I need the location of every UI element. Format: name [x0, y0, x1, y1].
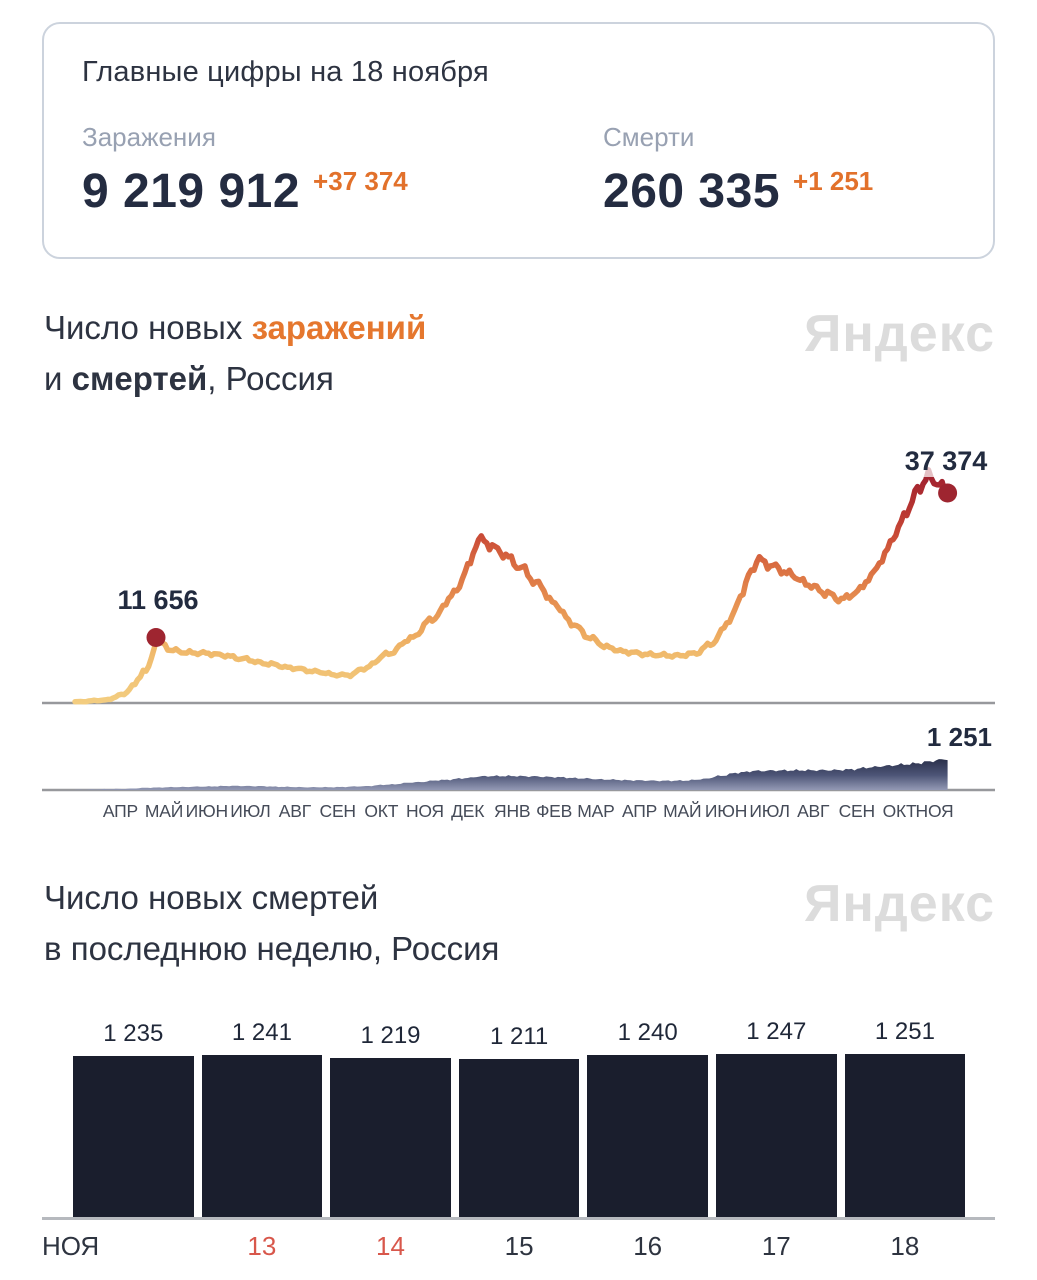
x-tick-label: НОЯ: [42, 1231, 100, 1261]
chart1-title-infections-word: заражений: [251, 309, 427, 346]
month-label: ФЕВ: [536, 801, 573, 821]
infections-total: 9 219 912 +37 374: [82, 164, 408, 219]
infections-line-series: [72, 467, 951, 705]
month-label: АВГ: [797, 801, 830, 821]
x-axis-months: АПР МАЙ ИЮН ИЮЛ АВГ СЕН ОКТ НОЯ ДЕК ЯНВ ФЕВ МАР АПР М…: [42, 801, 995, 827]
bar-column: [73, 1056, 194, 1218]
peak-dot: [938, 483, 958, 503]
peak-dot: [146, 628, 166, 647]
infections-deaths-chart: [42, 467, 995, 792]
deaths-total-number: 260 335: [603, 165, 781, 218]
infections-delta: +37 374: [313, 166, 408, 196]
bar-column: [201, 1055, 323, 1218]
bar-value-label: 1 219: [360, 1022, 421, 1050]
bar-chart-axis-line: [42, 1217, 995, 1220]
bar-column: [587, 1055, 708, 1218]
x-tick-label: 18: [890, 1231, 920, 1261]
peak-dots: [146, 483, 958, 647]
bar-value-label: 1 235: [103, 1020, 164, 1047]
month-label: ОКТ: [882, 801, 917, 821]
x-tick-label: 16: [633, 1231, 663, 1261]
month-label: АПР: [622, 801, 658, 821]
month-label: СЕН: [319, 801, 357, 821]
deaths-label: Смерти: [603, 122, 695, 152]
deaths-delta: +1 251: [793, 166, 874, 196]
latest-peak-value-label: 37 374: [898, 446, 994, 477]
month-label: МАЙ: [663, 801, 702, 821]
bar-value-label: 1 251: [874, 1017, 935, 1045]
x-tick-label: 15: [504, 1231, 534, 1261]
chart1-title-mid: и: [44, 360, 63, 397]
bar-column: [458, 1059, 580, 1218]
month-label: ИЮН: [704, 801, 748, 821]
yandex-watermark-1: Яндекс: [804, 305, 995, 363]
summary-card: Главные цифры на 18 ноября Заражения 9 2…: [42, 22, 995, 259]
bar-column: [844, 1053, 966, 1218]
chart2-title-line2: в последнюю неделю, Россия: [44, 930, 500, 967]
month-label: НОЯ: [405, 801, 444, 821]
bar-value-label: 1 240: [617, 1019, 678, 1047]
x-tick-label: 13: [247, 1231, 277, 1261]
chart2-title-line1: Число новых смертей: [44, 879, 379, 916]
chart1-title: Число новых заражений и смертей, Россия: [44, 302, 426, 404]
chart1-title-deaths-word: смертей: [71, 360, 208, 397]
infections-label: Заражения: [82, 122, 216, 152]
x-tick-label: 17: [761, 1231, 791, 1261]
month-label: СЕН: [838, 801, 876, 821]
deaths-area-series: [75, 759, 948, 790]
month-label: МАЙ: [144, 801, 184, 821]
chart1-title-post: , Россия: [207, 360, 334, 397]
chart1-title-line1: Число новых заражений: [44, 302, 426, 353]
card-title: Главные цифры на 18 ноября: [82, 56, 489, 88]
bar-value-label: 1 241: [231, 1019, 292, 1047]
yandex-watermark-2: Яндекс: [804, 875, 995, 933]
month-label: ИЮЛ: [749, 801, 790, 821]
bar-column: [716, 1054, 837, 1218]
bar-column: [330, 1058, 451, 1218]
deaths-total: 260 335 +1 251: [603, 164, 873, 219]
x-tick-label: 14: [376, 1231, 405, 1261]
first-peak-value-label: 11 656: [117, 585, 199, 615]
infections-total-number: 9 219 912: [82, 165, 301, 218]
month-label: МАР: [577, 801, 615, 821]
bar-value-label: 1 247: [746, 1018, 807, 1046]
month-label: ДЕК: [451, 801, 485, 821]
month-label: ЯНВ: [494, 801, 531, 821]
month-label: ИЮН: [185, 801, 228, 821]
chart2-title: Число новых смертей в последнюю неделю, …: [44, 872, 499, 974]
chart1-title-pre: Число новых: [44, 309, 243, 346]
month-label: ИЮЛ: [230, 801, 271, 821]
bar-value-label: 1 211: [489, 1023, 549, 1051]
month-label: АПР: [102, 801, 138, 821]
month-label: ОКТ: [364, 801, 399, 821]
month-label: НОЯ: [915, 801, 954, 821]
month-label: АВГ: [278, 801, 312, 821]
chart1-title-line2: и смертей, Россия: [44, 353, 426, 404]
deaths-latest-value-label: 1 251: [926, 722, 992, 752]
